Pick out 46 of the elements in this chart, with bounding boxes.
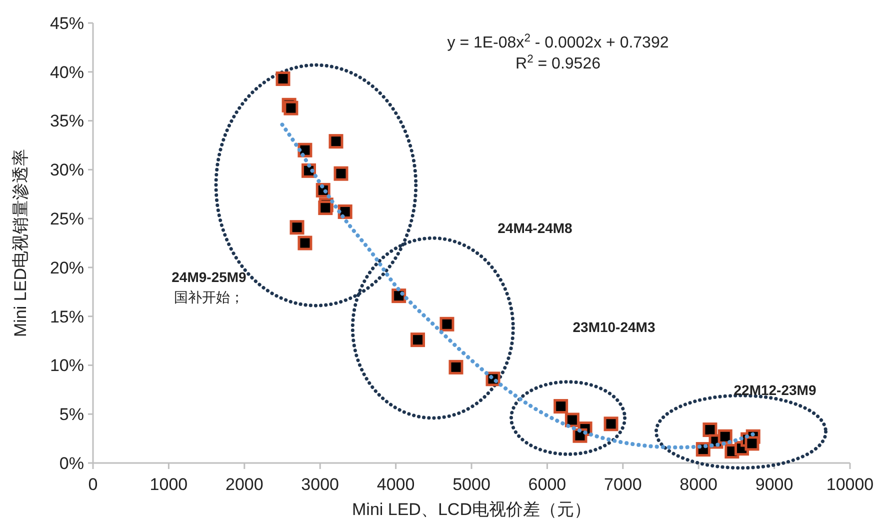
point xyxy=(328,134,344,149)
annotation: 23M10-24M3 xyxy=(572,318,656,335)
annotation: 22M12-23M9 xyxy=(734,382,816,398)
x-tick-label: 10000 xyxy=(826,475,874,494)
annotation: y = 1E-08x$^{2}$ - 0.0002x + 0.7392 xyxy=(447,32,669,52)
y-tick-label: 25% xyxy=(50,210,84,229)
point xyxy=(554,399,568,414)
point xyxy=(410,332,426,348)
x-tick-label: 0 xyxy=(88,475,98,494)
annotation: 24M9-25M9 xyxy=(172,268,247,285)
annotation: 国补开始； xyxy=(174,288,244,305)
y-tick-label: 40% xyxy=(50,62,84,82)
y-tick-label: 20% xyxy=(50,258,84,278)
point xyxy=(744,436,760,451)
point xyxy=(318,200,333,216)
x-tick-label: 1000 xyxy=(150,475,188,494)
x-axis-title: Mini LED、LCD电视价差（元） xyxy=(352,500,591,519)
x-tick-label: 5000 xyxy=(452,475,490,494)
point xyxy=(702,422,718,438)
y-tick-label: 15% xyxy=(50,307,84,326)
point xyxy=(290,220,304,235)
point xyxy=(448,360,464,374)
point xyxy=(564,412,580,428)
point xyxy=(334,166,348,181)
x-tick-label: 9000 xyxy=(755,475,794,494)
y-tick-label: 10% xyxy=(50,356,84,376)
annotation: 24M4-24M8 xyxy=(498,220,573,236)
point xyxy=(440,316,454,332)
x-tick-label: 8000 xyxy=(680,475,718,494)
point xyxy=(718,429,732,444)
x-tick-label: 7000 xyxy=(604,475,642,494)
x-tick-label: 6000 xyxy=(528,475,566,494)
y-tick-label: 30% xyxy=(50,160,84,180)
point xyxy=(604,416,618,432)
y-tick-label: 5% xyxy=(59,405,84,424)
x-tick-label: 4000 xyxy=(376,475,415,494)
annotation: R$^{2}$ = 0.9526 xyxy=(516,54,601,73)
point xyxy=(276,71,290,86)
y-tick-label: 35% xyxy=(50,112,84,131)
x-tick-label: 3000 xyxy=(301,475,340,494)
point xyxy=(298,236,312,250)
y-tick-label: 0% xyxy=(59,454,84,473)
y-axis-title: Mini LED电视销量渗透率 xyxy=(11,149,30,337)
x-tick-label: 2000 xyxy=(225,475,264,494)
y-tick-label: 45% xyxy=(50,14,84,33)
point xyxy=(284,100,298,116)
